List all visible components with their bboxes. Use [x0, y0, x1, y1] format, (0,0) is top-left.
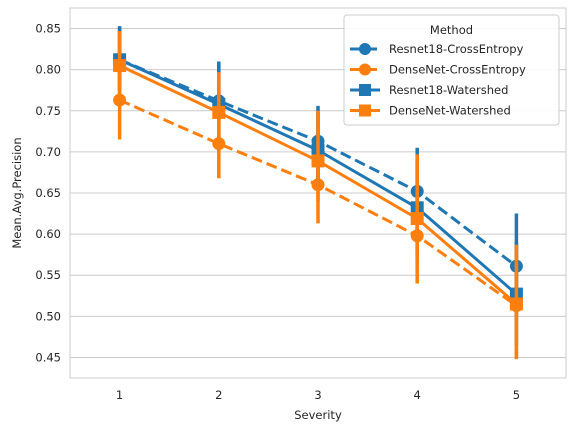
- y-tick-label-8: 0.85: [35, 22, 61, 36]
- point-3-2: [311, 154, 325, 168]
- x-tick-label-0: 1: [116, 388, 123, 402]
- x-tick-labels: 1 2 3 4 5: [116, 388, 520, 402]
- y-tick-labels: 0.45 0.50 0.55 0.60 0.65 0.70 0.75 0.80 0.85: [35, 22, 61, 365]
- point-3-4: [509, 297, 523, 311]
- legend-item-2: Resnet18-Watershed: [350, 83, 508, 97]
- x-tick-label-4: 5: [513, 388, 520, 402]
- x-tick-label-2: 3: [314, 388, 321, 402]
- y-tick-label-6: 0.75: [35, 104, 61, 118]
- x-tick-label-3: 4: [414, 388, 421, 402]
- legend-item-3: DenseNet-Watershed: [350, 104, 511, 118]
- y-tick-label-5: 0.70: [35, 145, 61, 159]
- legend-marker-3: [359, 104, 371, 117]
- legend-marker-1: [359, 63, 371, 76]
- legend-label-1: DenseNet-CrossEntropy: [389, 63, 526, 77]
- legend-item-0: Resnet18-CrossEntropy: [350, 42, 524, 56]
- point-3-1: [212, 105, 226, 119]
- legend-items: Resnet18-CrossEntropy DenseNet-CrossEntro…: [350, 42, 526, 118]
- legend-label-3: DenseNet-Watershed: [389, 104, 511, 118]
- point-3-3: [410, 211, 424, 225]
- y-tick-label-1: 0.50: [35, 309, 61, 323]
- legend-item-1: DenseNet-CrossEntropy: [350, 63, 526, 77]
- y-tick-label-2: 0.55: [35, 268, 61, 282]
- point-3-0: [113, 59, 127, 73]
- legend-label-0: Resnet18-CrossEntropy: [389, 42, 524, 56]
- y-tick-label-4: 0.65: [35, 186, 61, 200]
- legend: Method Resnet18-CrossEntropy DenseNet-Cro…: [343, 14, 560, 126]
- y-tick-label-3: 0.60: [35, 227, 61, 241]
- legend-title: Method: [430, 23, 473, 37]
- series-layer: [113, 26, 523, 360]
- legend-marker-2: [359, 84, 371, 96]
- x-axis-label: Severity: [294, 408, 342, 422]
- series-3: [113, 31, 523, 358]
- legend-box: [343, 14, 560, 126]
- legend-label-2: Resnet18-Watershed: [389, 83, 508, 97]
- y-tick-label-0: 0.45: [35, 350, 61, 364]
- y-axis-label: Mean.Avg.Precision: [10, 137, 24, 248]
- y-tick-label-7: 0.80: [35, 63, 61, 77]
- x-tick-label-1: 2: [215, 388, 222, 402]
- legend-marker-0: [359, 43, 371, 55]
- plot-frame: [69, 7, 567, 379]
